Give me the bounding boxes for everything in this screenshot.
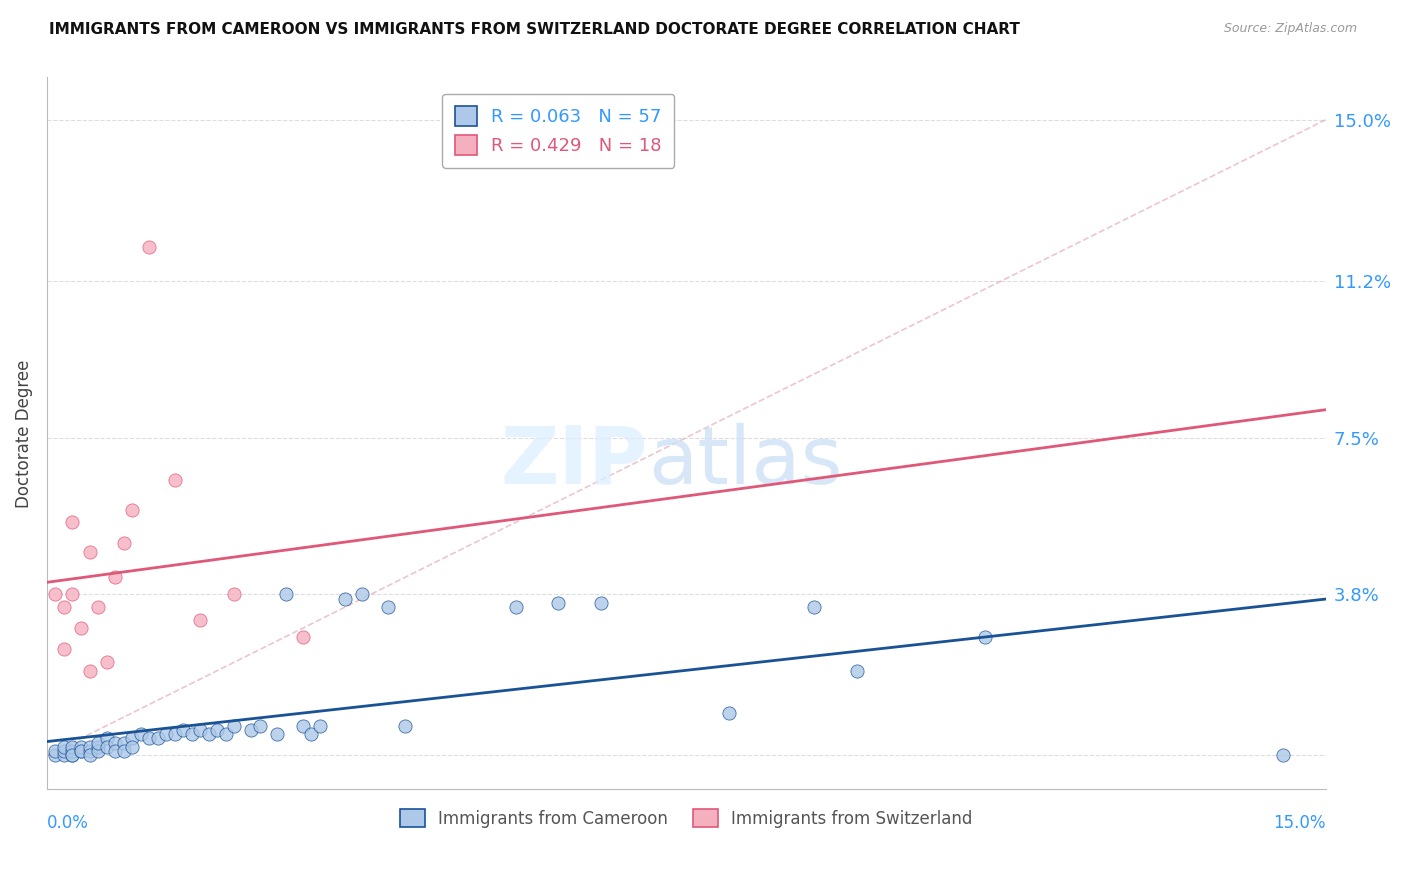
- Text: 0.0%: 0.0%: [46, 814, 89, 832]
- Point: [180, 727, 202, 741]
- Point: [973, 630, 995, 644]
- Point: [79, 748, 101, 763]
- Point: [335, 591, 357, 606]
- Point: [377, 600, 399, 615]
- Text: atlas: atlas: [648, 423, 842, 500]
- Point: [172, 723, 194, 737]
- Point: [188, 723, 211, 737]
- Point: [52, 739, 75, 754]
- Point: [79, 739, 101, 754]
- Point: [70, 744, 93, 758]
- Point: [291, 630, 314, 644]
- Point: [112, 736, 135, 750]
- Text: ZIP: ZIP: [501, 423, 648, 500]
- Point: [104, 570, 127, 584]
- Point: [224, 719, 246, 733]
- Point: [198, 727, 221, 741]
- Point: [112, 536, 135, 550]
- Point: [62, 744, 84, 758]
- Point: [249, 719, 271, 733]
- Point: [52, 744, 75, 758]
- Y-axis label: Doctorate Degree: Doctorate Degree: [15, 359, 32, 508]
- Point: [505, 600, 527, 615]
- Point: [1271, 748, 1294, 763]
- Point: [70, 621, 93, 635]
- Point: [155, 727, 177, 741]
- Point: [44, 744, 66, 758]
- Point: [44, 748, 66, 763]
- Text: IMMIGRANTS FROM CAMEROON VS IMMIGRANTS FROM SWITZERLAND DOCTORATE DEGREE CORRELA: IMMIGRANTS FROM CAMEROON VS IMMIGRANTS F…: [49, 22, 1021, 37]
- Point: [274, 587, 297, 601]
- Point: [163, 727, 186, 741]
- Point: [394, 719, 416, 733]
- Point: [138, 731, 160, 746]
- Point: [79, 744, 101, 758]
- Point: [52, 642, 75, 657]
- Point: [129, 727, 152, 741]
- Point: [266, 727, 288, 741]
- Point: [845, 664, 868, 678]
- Point: [87, 736, 110, 750]
- Point: [87, 744, 110, 758]
- Point: [96, 739, 118, 754]
- Point: [79, 545, 101, 559]
- Point: [52, 600, 75, 615]
- Text: 15.0%: 15.0%: [1272, 814, 1326, 832]
- Legend: Immigrants from Cameroon, Immigrants from Switzerland: Immigrants from Cameroon, Immigrants fro…: [394, 803, 980, 834]
- Point: [52, 748, 75, 763]
- Point: [240, 723, 263, 737]
- Point: [62, 739, 84, 754]
- Point: [188, 613, 211, 627]
- Point: [62, 516, 84, 530]
- Point: [121, 731, 143, 746]
- Point: [299, 727, 322, 741]
- Point: [803, 600, 825, 615]
- Point: [224, 587, 246, 601]
- Point: [121, 502, 143, 516]
- Point: [104, 736, 127, 750]
- Point: [308, 719, 330, 733]
- Point: [104, 744, 127, 758]
- Text: Source: ZipAtlas.com: Source: ZipAtlas.com: [1223, 22, 1357, 36]
- Point: [87, 739, 110, 754]
- Point: [547, 596, 569, 610]
- Point: [291, 719, 314, 733]
- Point: [44, 587, 66, 601]
- Point: [62, 587, 84, 601]
- Point: [121, 739, 143, 754]
- Point: [138, 240, 160, 254]
- Point: [96, 655, 118, 669]
- Point: [70, 739, 93, 754]
- Point: [96, 731, 118, 746]
- Point: [79, 664, 101, 678]
- Point: [112, 744, 135, 758]
- Point: [589, 596, 612, 610]
- Point: [87, 600, 110, 615]
- Point: [163, 473, 186, 487]
- Point: [215, 727, 238, 741]
- Point: [70, 744, 93, 758]
- Point: [146, 731, 169, 746]
- Point: [62, 748, 84, 763]
- Point: [352, 587, 374, 601]
- Point: [717, 706, 740, 720]
- Point: [62, 748, 84, 763]
- Point: [207, 723, 229, 737]
